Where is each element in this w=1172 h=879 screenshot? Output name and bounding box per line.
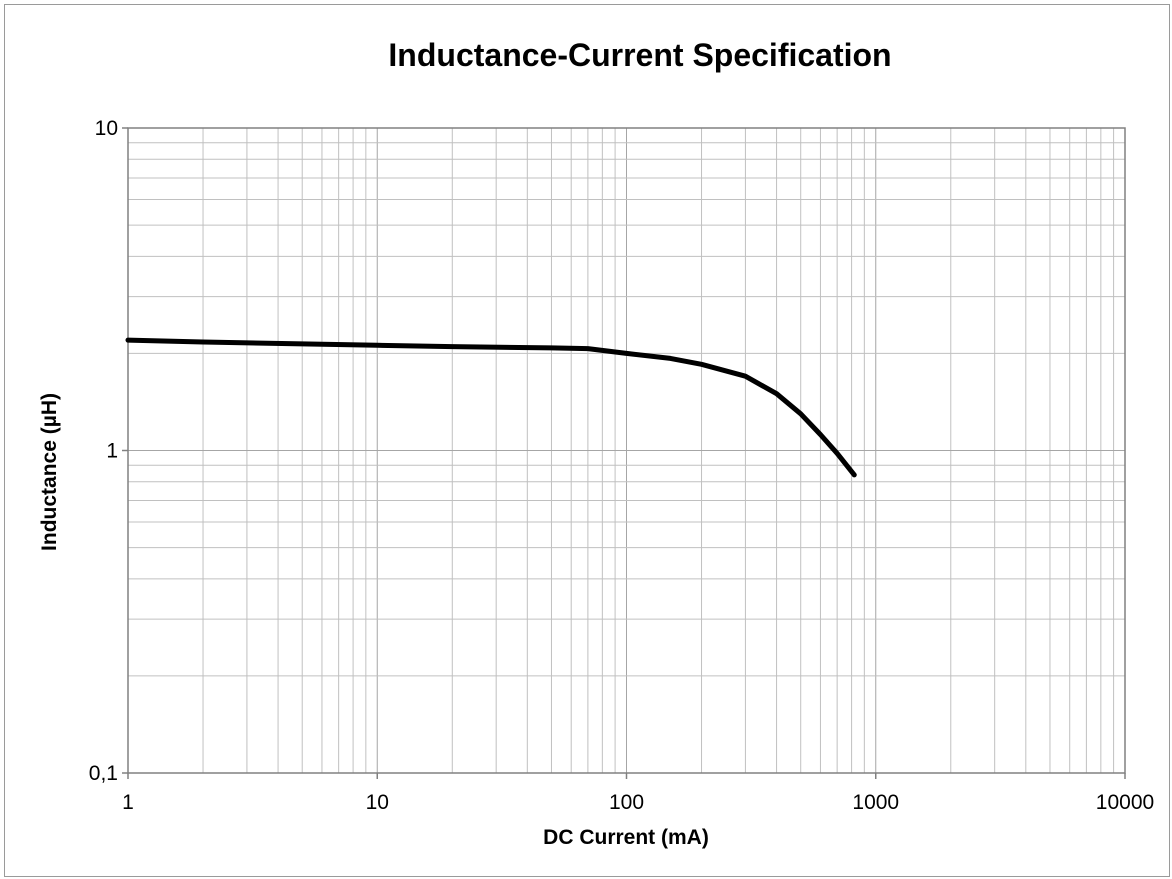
x-tick-label: 1000 bbox=[852, 791, 899, 814]
x-axis-label: DC Current (mA) bbox=[543, 826, 709, 849]
x-tick-label: 1 bbox=[122, 791, 134, 814]
y-tick-label: 10 bbox=[95, 117, 118, 140]
chart-title: Inductance-Current Specification bbox=[388, 37, 891, 73]
series-layer bbox=[125, 337, 857, 478]
x-tick-label: 10 bbox=[366, 791, 389, 814]
grid bbox=[127, 128, 1125, 774]
x-tick-label: 10000 bbox=[1096, 791, 1154, 814]
y-tick-label: 1 bbox=[106, 440, 118, 463]
chart-frame bbox=[4, 4, 1170, 877]
inductance-curve bbox=[125, 337, 857, 478]
y-tick-label: 0,1 bbox=[89, 762, 118, 785]
x-tick-label: 100 bbox=[609, 791, 644, 814]
y-axis-label: Inductance (µH) bbox=[38, 393, 61, 551]
